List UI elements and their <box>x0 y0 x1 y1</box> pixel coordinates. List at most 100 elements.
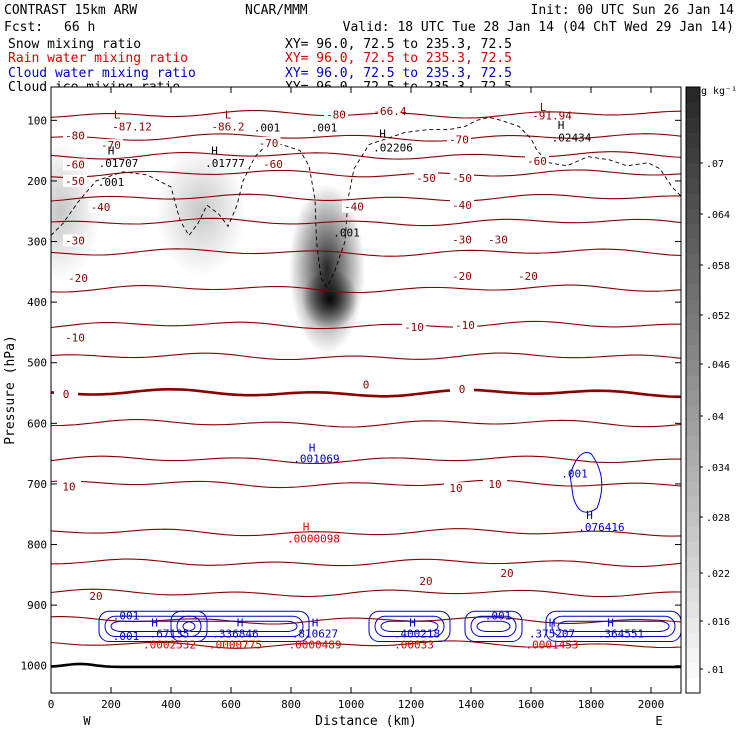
colorbar-segment <box>686 586 700 603</box>
contour-label: -10 <box>455 319 475 332</box>
temperature-contour <box>51 284 681 294</box>
contour-label-bg <box>261 157 285 170</box>
x-tick-label: 2000 <box>638 698 665 711</box>
colorbar-segment <box>686 223 700 239</box>
cloud-water-contour <box>182 620 298 632</box>
colorbar-segment <box>686 435 700 452</box>
figure-title: CONTRAST 15km ARW <box>4 3 137 18</box>
colorbar-segment <box>686 359 700 376</box>
colorbar-segment <box>686 420 700 436</box>
contour-label: 0 <box>63 388 70 401</box>
contour-label: 10 <box>62 480 75 493</box>
extremum-label: H <box>409 617 416 630</box>
terrain-line <box>51 662 681 669</box>
contour-label-bg <box>450 199 474 212</box>
contour-label: -20 <box>452 270 472 283</box>
y-tick-label: 200 <box>27 175 47 188</box>
contour-label-bg <box>450 382 474 395</box>
extremum-label: .01777 <box>205 157 245 170</box>
y-tick-label: 800 <box>27 539 47 552</box>
cloud-water-contour <box>464 610 523 642</box>
cloud-water-contour <box>110 620 196 632</box>
temperature-contour <box>51 248 681 257</box>
extremum-label: .001069 <box>293 452 339 465</box>
colorbar-tick-label: .052 <box>706 311 730 322</box>
colorbar-segment <box>686 556 700 573</box>
contour-label-bg <box>54 388 78 401</box>
contour-label: -30 <box>65 234 85 247</box>
x-end-label-east: E <box>655 714 662 728</box>
extremum-label: .0000098 <box>287 532 340 545</box>
contour-label: -30 <box>488 234 508 247</box>
colorbar-tick-label: .046 <box>706 360 730 371</box>
contour-label: -40 <box>344 200 364 213</box>
colorbar-segment <box>686 283 700 300</box>
contour-label: -60 <box>65 159 85 172</box>
cloud-water-contour <box>569 452 603 513</box>
colorbar-segment <box>686 162 700 179</box>
colorbar-tick-label: .016 <box>706 617 730 628</box>
cloud-water-contour <box>476 620 511 632</box>
colorbar-segment <box>686 314 700 330</box>
contour-label-bg <box>450 270 474 283</box>
extremum-label: .001 <box>113 609 140 622</box>
x-tick-label: 1600 <box>518 698 545 711</box>
contour-label: 20 <box>500 567 513 580</box>
extremum-label: -91.94 <box>532 109 572 122</box>
extremum-label: .67135 <box>150 628 190 641</box>
cloud-water-contour <box>170 610 310 642</box>
extremum-label: H <box>379 128 386 141</box>
contour-label-bg <box>444 482 468 495</box>
contour-label: -50 <box>416 172 436 185</box>
colorbar-segment <box>686 390 700 406</box>
field-rain-label: Rain water mixing ratio <box>8 51 188 66</box>
colorbar-segment <box>686 662 700 679</box>
colorbar-segment <box>686 329 700 346</box>
valid-time: Valid: 18 UTC Tue 28 Jan 14 (04 ChT Wed … <box>343 20 734 35</box>
extremum-label: H <box>607 617 614 630</box>
colorbar-segment <box>686 374 700 391</box>
y-tick-label: 900 <box>27 599 47 612</box>
extremum-label: .001 <box>333 226 360 239</box>
contour-label-bg <box>414 171 438 184</box>
contour-label-bg <box>88 200 113 213</box>
temperature-contour <box>51 320 681 330</box>
extremum-label: .364551 <box>598 628 644 641</box>
colorbar-segment <box>686 299 700 315</box>
colorbar-frame <box>685 86 701 694</box>
extremum-label: L <box>225 108 232 121</box>
extremum-label: .0002532 <box>143 639 196 652</box>
freezing-level-contour <box>51 388 681 399</box>
y-tick-label: 500 <box>27 357 47 370</box>
extremum-label: .01707 <box>99 157 139 170</box>
contour-label-bg <box>486 233 510 246</box>
colorbar-segment <box>686 87 700 103</box>
extremum-label: .400218 <box>394 628 440 641</box>
contour-label-bg <box>63 129 87 142</box>
y-tick-label: 400 <box>27 296 47 309</box>
contour-label-bg <box>450 233 474 246</box>
extremum-label: .0001453 <box>526 639 579 652</box>
contour-label-bg <box>447 133 471 146</box>
init-time: Init: 00 UTC Sun 26 Jan 14 <box>531 3 735 18</box>
colorbar-tick-label: .022 <box>706 569 730 580</box>
temperature-contour <box>51 479 681 489</box>
extremum-label: .00033 <box>394 639 434 652</box>
contour-label-bg <box>63 158 87 171</box>
contour-label-bg <box>63 174 87 187</box>
contour-label-bg <box>483 477 507 490</box>
cloud-water-contour <box>374 615 445 637</box>
cloud-water-contour <box>368 610 451 642</box>
contour-label-bg <box>402 320 426 333</box>
model-label: NCAR/MMM <box>245 3 308 18</box>
temperature-contour <box>51 640 681 649</box>
y-tick-label: 700 <box>27 478 47 491</box>
extremum-label: .375207 <box>529 628 575 641</box>
x-tick-label: 1200 <box>398 698 425 711</box>
contour-label: -10 <box>65 331 85 344</box>
contour-label: -80 <box>65 129 85 142</box>
contour-label-bg <box>256 136 281 149</box>
temperature-contour <box>51 558 681 568</box>
colorbar-tick-label: .058 <box>706 261 730 272</box>
temperature-contour <box>51 217 681 227</box>
